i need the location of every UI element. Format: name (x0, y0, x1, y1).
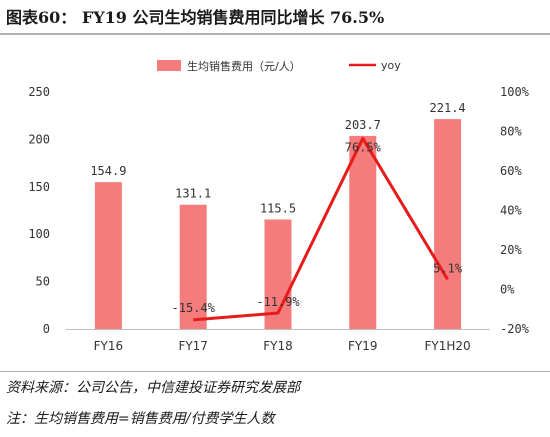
bar-value-label: 115.5 (260, 202, 296, 216)
bar-value-label: 221.4 (430, 101, 466, 115)
bar-value-label: 131.1 (175, 187, 211, 201)
right-tick-label: 80% (500, 125, 522, 139)
title-divider (0, 33, 550, 35)
left-tick-label: 250 (28, 85, 50, 99)
left-tick-label: 200 (28, 132, 50, 146)
title-bar: 图表60： FY19 公司生均销售费用同比增长 76.5% (0, 0, 550, 35)
left-tick-label: 150 (28, 180, 50, 194)
bar (179, 204, 207, 329)
right-tick-label: -20% (500, 322, 530, 336)
source-note: 资料来源：公司公告，中信建投证券研究发展部 (6, 380, 300, 396)
right-axis: -20% 0% 20% 40% 60% 80% 100% (500, 85, 530, 336)
left-axis: 0 50 100 150 200 250 (28, 85, 50, 336)
yoy-value-label: 76.5% (345, 140, 382, 154)
definition-note: 注：生均销售费用=销售费用/付费学生人数 (6, 411, 275, 427)
right-tick-label: 0% (500, 283, 515, 297)
bar (94, 182, 122, 329)
legend-bar-label: 生均销售费用（元/人） (187, 59, 301, 73)
bar (434, 119, 462, 330)
yoy-value-label: -15.4% (172, 301, 216, 315)
bar (349, 135, 377, 329)
bar-series: 154.9 131.1 115.5 203.7 221.4 (90, 101, 466, 330)
yoy-value-label: -11.9% (256, 295, 300, 309)
right-tick-label: 20% (500, 243, 522, 257)
x-tick-label: FY17 (178, 339, 208, 353)
x-axis: FY16 FY17 FY18 FY19 FY1H20 (66, 329, 490, 353)
left-tick-label: 100 (28, 227, 50, 241)
right-tick-label: 40% (500, 204, 522, 218)
x-tick-label: FY18 (263, 339, 293, 353)
yoy-line (193, 136, 449, 322)
legend-bar-swatch (157, 60, 181, 71)
bar-value-label: 154.9 (90, 164, 126, 178)
chart-title: 图表60： FY19 公司生均销售费用同比增长 76.5% (6, 8, 385, 27)
left-tick-label: 50 (36, 275, 50, 289)
x-tick-label: FY19 (348, 339, 378, 353)
right-tick-label: 100% (500, 85, 530, 99)
legend: 生均销售费用（元/人） yoy (157, 59, 401, 73)
bar-value-label: 203.7 (345, 118, 381, 132)
x-tick-label: FY1H20 (425, 339, 471, 353)
x-tick-label: FY16 (94, 339, 124, 353)
line-series: -15.4% -11.9% 76.5% 5.1% (172, 136, 463, 322)
right-tick-label: 60% (500, 164, 522, 178)
legend-line-label: yoy (381, 59, 401, 72)
footer-divider (0, 371, 550, 372)
yoy-value-label: 5.1% (433, 261, 463, 275)
left-tick-label: 0 (43, 322, 50, 336)
combo-chart: 生均销售费用（元/人） yoy 0 50 100 150 200 250 -20% 0% 20%… (28, 59, 530, 353)
